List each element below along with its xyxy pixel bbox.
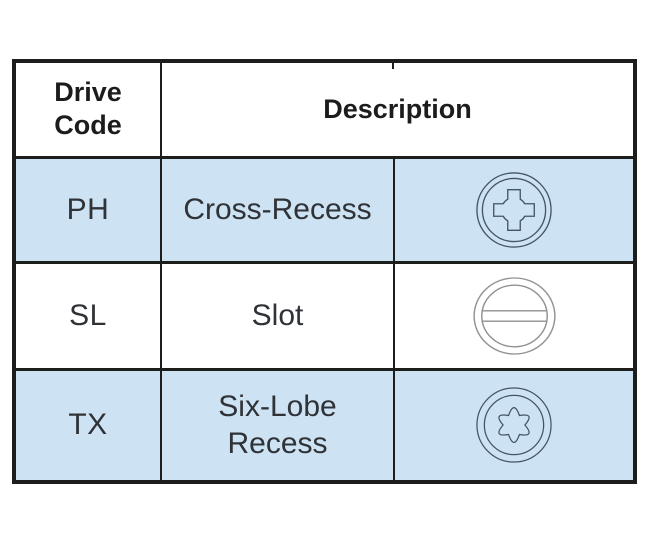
icon-cell [394, 260, 635, 369]
icon-cell [394, 367, 635, 482]
drive-code-cell: SL [14, 260, 162, 369]
drive-code-table: Drive Code Description PH Cross-Recess S… [12, 59, 637, 484]
table-row-sl: SL Slot [14, 260, 635, 369]
drive-code-cell: TX [14, 367, 162, 482]
slot-icon [472, 276, 556, 355]
table-row-ph: PH Cross-Recess [14, 155, 635, 262]
table-header-row: Drive Code Description [14, 61, 635, 159]
six-lobe-recess-icon [476, 387, 552, 463]
icon-cell [394, 155, 635, 262]
drive-code-header-cell: Drive Code [14, 61, 162, 159]
header-divider-tick [392, 63, 394, 69]
table-row-tx: TX Six-Lobe Recess [14, 367, 635, 482]
description-cell: Cross-Recess [161, 155, 395, 262]
cross-recess-icon [476, 171, 552, 248]
description-header-cell: Description [161, 61, 635, 159]
drive-code-cell: PH [14, 155, 162, 262]
description-cell: Slot [161, 260, 395, 369]
description-cell: Six-Lobe Recess [161, 367, 395, 482]
